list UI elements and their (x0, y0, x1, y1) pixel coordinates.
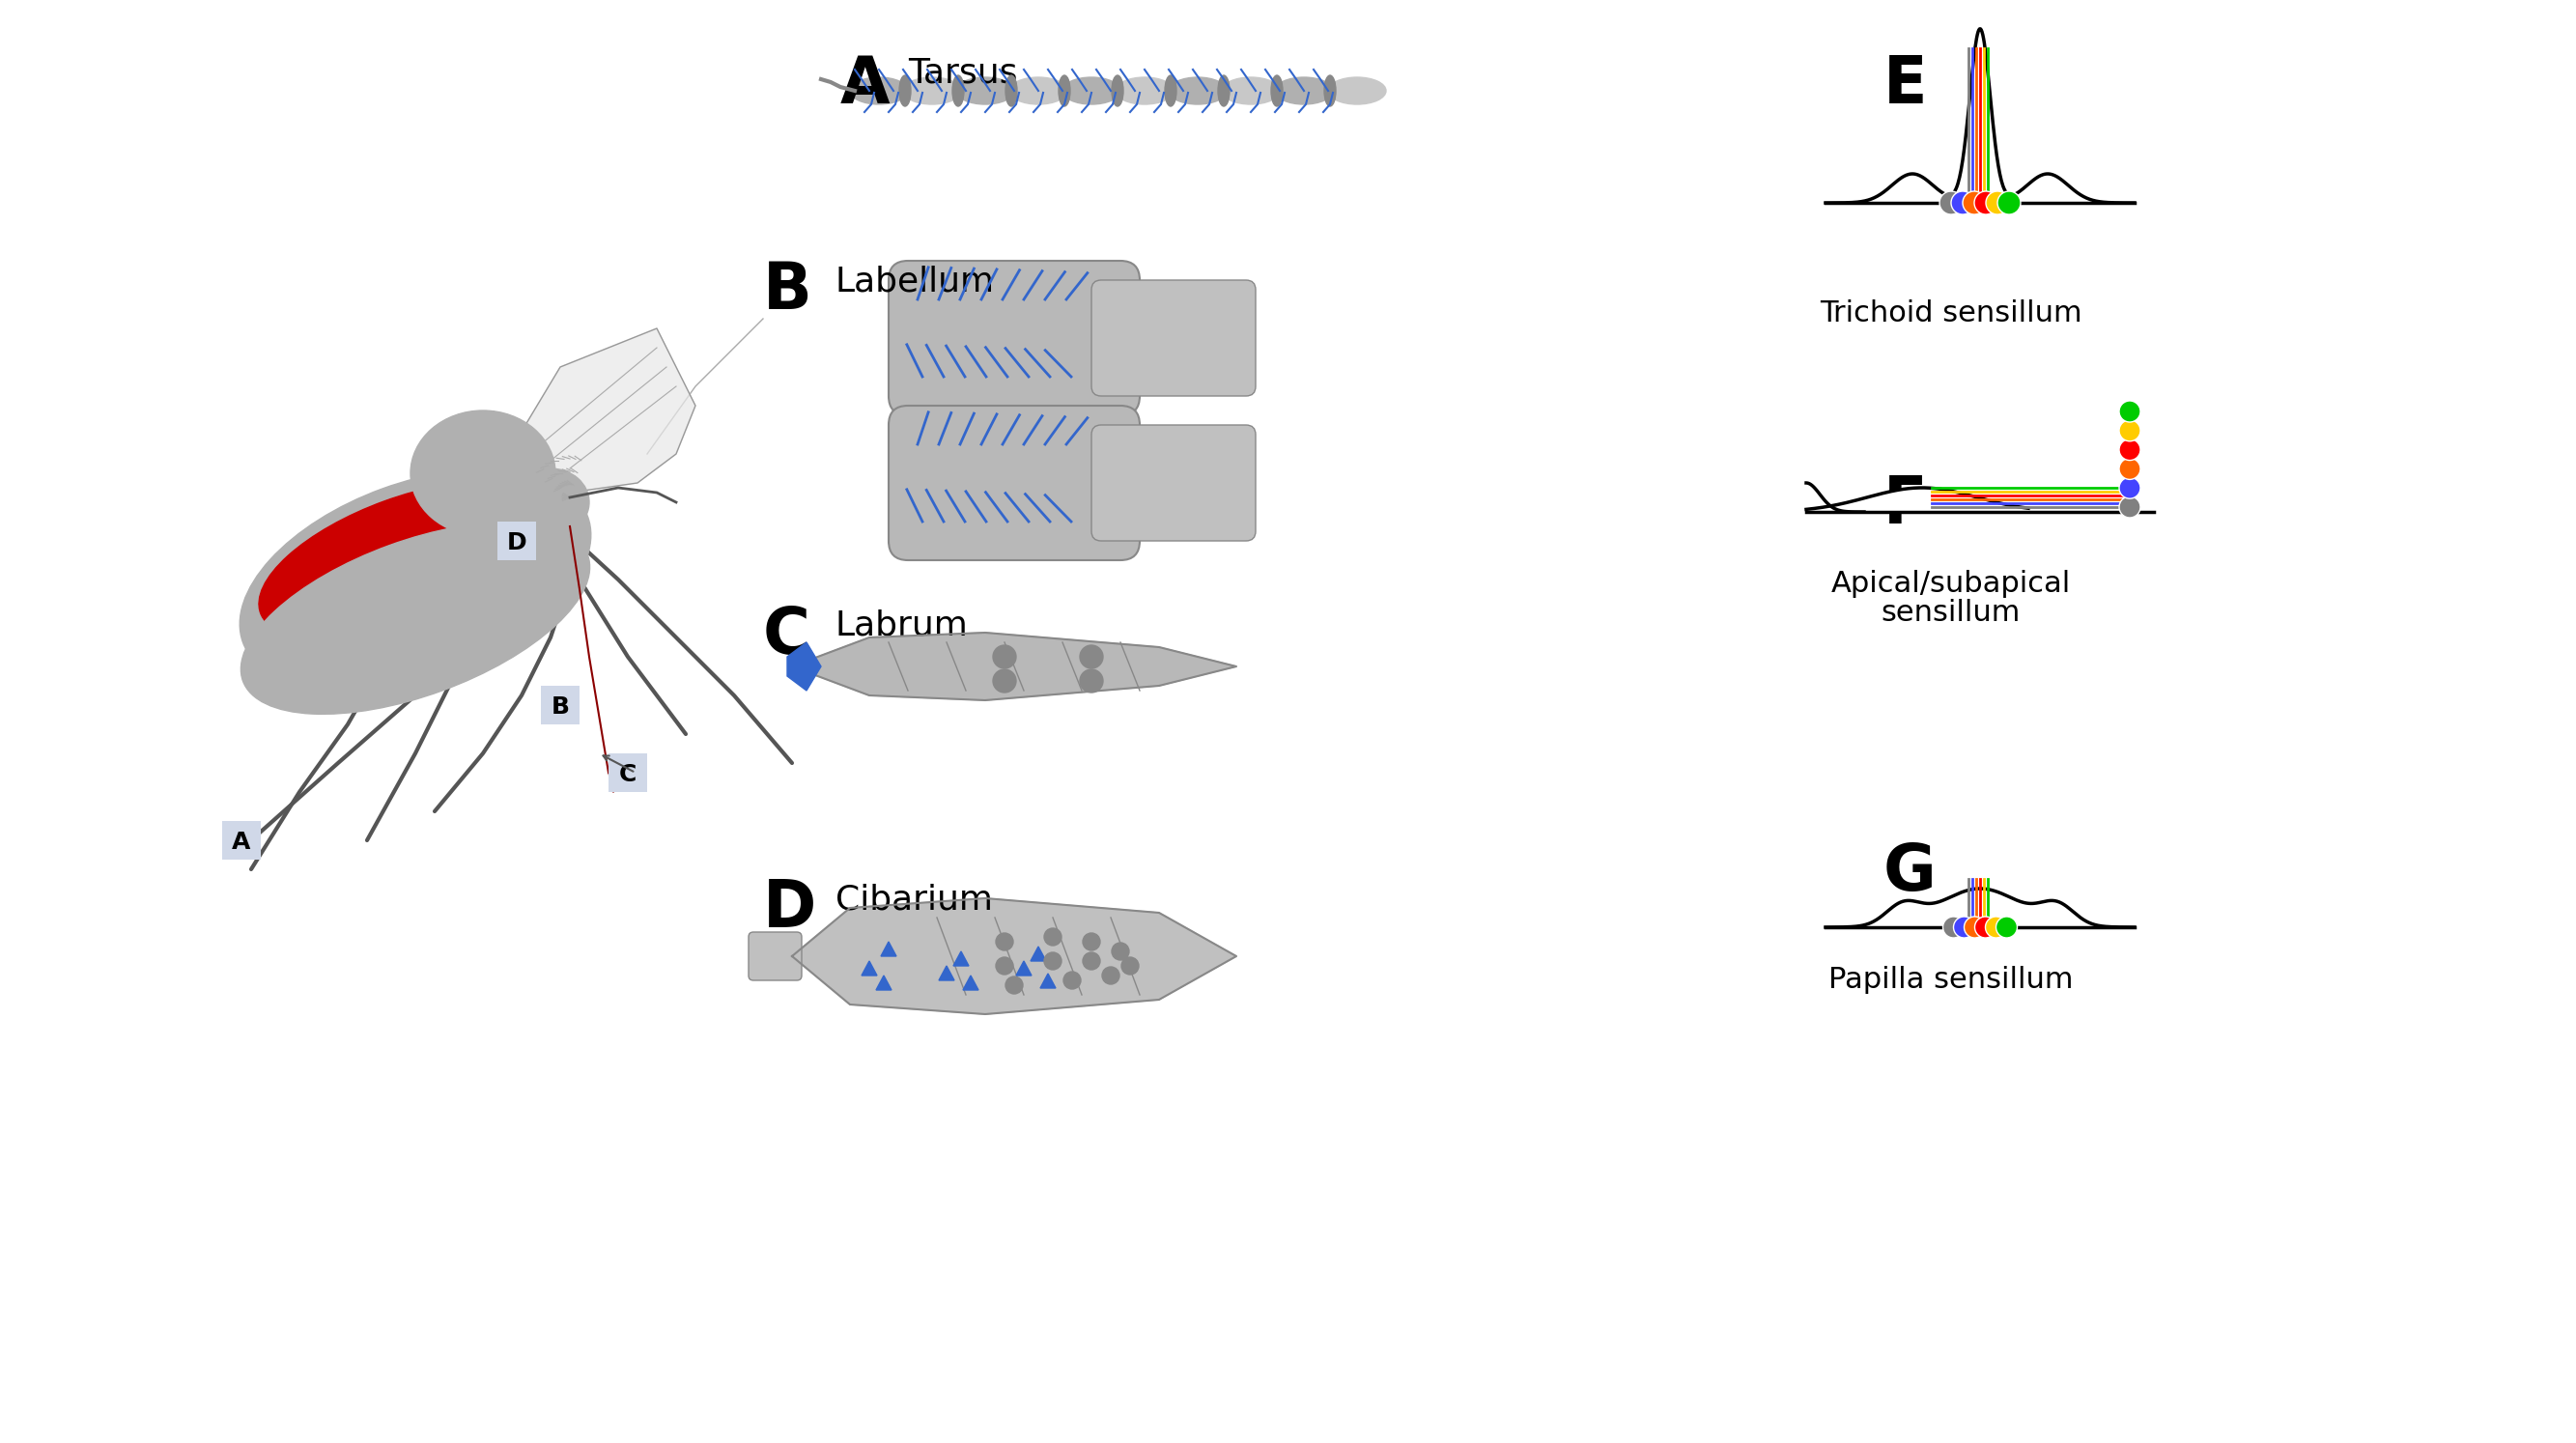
Circle shape (1940, 192, 1963, 215)
Ellipse shape (513, 469, 590, 535)
Circle shape (1963, 916, 1986, 938)
Text: Labrum: Labrum (835, 609, 969, 641)
FancyBboxPatch shape (608, 753, 647, 792)
Ellipse shape (1059, 75, 1069, 107)
Polygon shape (788, 642, 822, 691)
Circle shape (1976, 916, 1996, 938)
Ellipse shape (242, 522, 590, 714)
Text: Cibarium: Cibarium (835, 883, 992, 916)
Circle shape (1950, 192, 1973, 215)
Ellipse shape (1329, 78, 1386, 104)
Text: F: F (1883, 473, 1927, 537)
Text: G: G (1883, 840, 1937, 905)
Ellipse shape (410, 410, 556, 535)
Ellipse shape (1324, 75, 1337, 107)
Circle shape (2120, 420, 2141, 442)
Text: Trichoid sensillum: Trichoid sensillum (1819, 299, 2081, 328)
Circle shape (1113, 942, 1128, 960)
Circle shape (1996, 192, 2020, 215)
Ellipse shape (240, 469, 590, 690)
Circle shape (1986, 916, 2007, 938)
FancyBboxPatch shape (889, 405, 1139, 560)
Circle shape (1103, 967, 1121, 984)
Polygon shape (963, 975, 979, 990)
Ellipse shape (1113, 75, 1123, 107)
Ellipse shape (1061, 78, 1121, 104)
Polygon shape (1041, 974, 1056, 988)
Circle shape (1079, 670, 1103, 693)
Circle shape (1996, 916, 2017, 938)
FancyBboxPatch shape (889, 261, 1139, 416)
Circle shape (1942, 916, 1963, 938)
Text: A: A (840, 53, 891, 117)
Circle shape (2120, 459, 2141, 479)
Circle shape (1082, 952, 1100, 970)
FancyBboxPatch shape (750, 932, 801, 980)
Text: Tarsus: Tarsus (907, 56, 1018, 89)
Ellipse shape (1275, 78, 1332, 104)
Ellipse shape (1221, 78, 1280, 104)
FancyBboxPatch shape (1092, 426, 1255, 541)
Ellipse shape (1010, 78, 1066, 104)
Ellipse shape (1005, 75, 1018, 107)
Text: Labellum: Labellum (835, 266, 994, 299)
Circle shape (1082, 934, 1100, 951)
Text: Apical/subapical: Apical/subapical (1832, 570, 2071, 597)
Circle shape (2120, 496, 2141, 518)
Text: B: B (551, 696, 569, 719)
Ellipse shape (850, 78, 907, 104)
Ellipse shape (1115, 78, 1175, 104)
Text: D: D (507, 531, 526, 554)
Circle shape (2120, 478, 2141, 499)
Ellipse shape (1270, 75, 1283, 107)
Circle shape (1121, 957, 1139, 974)
Ellipse shape (899, 75, 912, 107)
Circle shape (992, 670, 1015, 693)
Circle shape (1043, 928, 1061, 945)
Polygon shape (881, 942, 896, 957)
Text: A: A (232, 831, 250, 854)
Polygon shape (953, 951, 969, 965)
Text: sensillum: sensillum (1880, 599, 2020, 626)
Ellipse shape (258, 481, 551, 639)
Ellipse shape (1170, 78, 1226, 104)
Polygon shape (876, 975, 891, 990)
Ellipse shape (904, 78, 961, 104)
FancyBboxPatch shape (541, 685, 580, 724)
Circle shape (1005, 977, 1023, 994)
Circle shape (2120, 401, 2141, 423)
Circle shape (992, 645, 1015, 668)
Circle shape (1064, 971, 1082, 988)
FancyBboxPatch shape (1092, 280, 1255, 395)
Circle shape (1973, 192, 1996, 215)
Text: D: D (762, 877, 817, 941)
Circle shape (1963, 192, 1986, 215)
Text: E: E (1883, 53, 1927, 117)
Circle shape (1079, 645, 1103, 668)
Circle shape (1953, 916, 1976, 938)
FancyBboxPatch shape (222, 821, 260, 860)
Polygon shape (938, 965, 953, 980)
Ellipse shape (1218, 75, 1229, 107)
Polygon shape (791, 632, 1236, 700)
Text: C: C (618, 763, 636, 786)
Polygon shape (791, 898, 1236, 1014)
Polygon shape (860, 961, 876, 975)
Ellipse shape (1164, 75, 1177, 107)
Text: B: B (762, 258, 811, 323)
Circle shape (1043, 952, 1061, 970)
Polygon shape (1015, 961, 1030, 975)
Circle shape (2120, 439, 2141, 460)
Circle shape (997, 934, 1012, 951)
Polygon shape (1030, 947, 1046, 961)
Text: Papilla sensillum: Papilla sensillum (1829, 965, 2074, 994)
Text: C: C (762, 603, 811, 668)
FancyBboxPatch shape (497, 521, 536, 560)
Ellipse shape (953, 75, 963, 107)
Circle shape (997, 957, 1012, 974)
Circle shape (1986, 192, 2009, 215)
Polygon shape (502, 329, 696, 492)
Ellipse shape (956, 78, 1015, 104)
